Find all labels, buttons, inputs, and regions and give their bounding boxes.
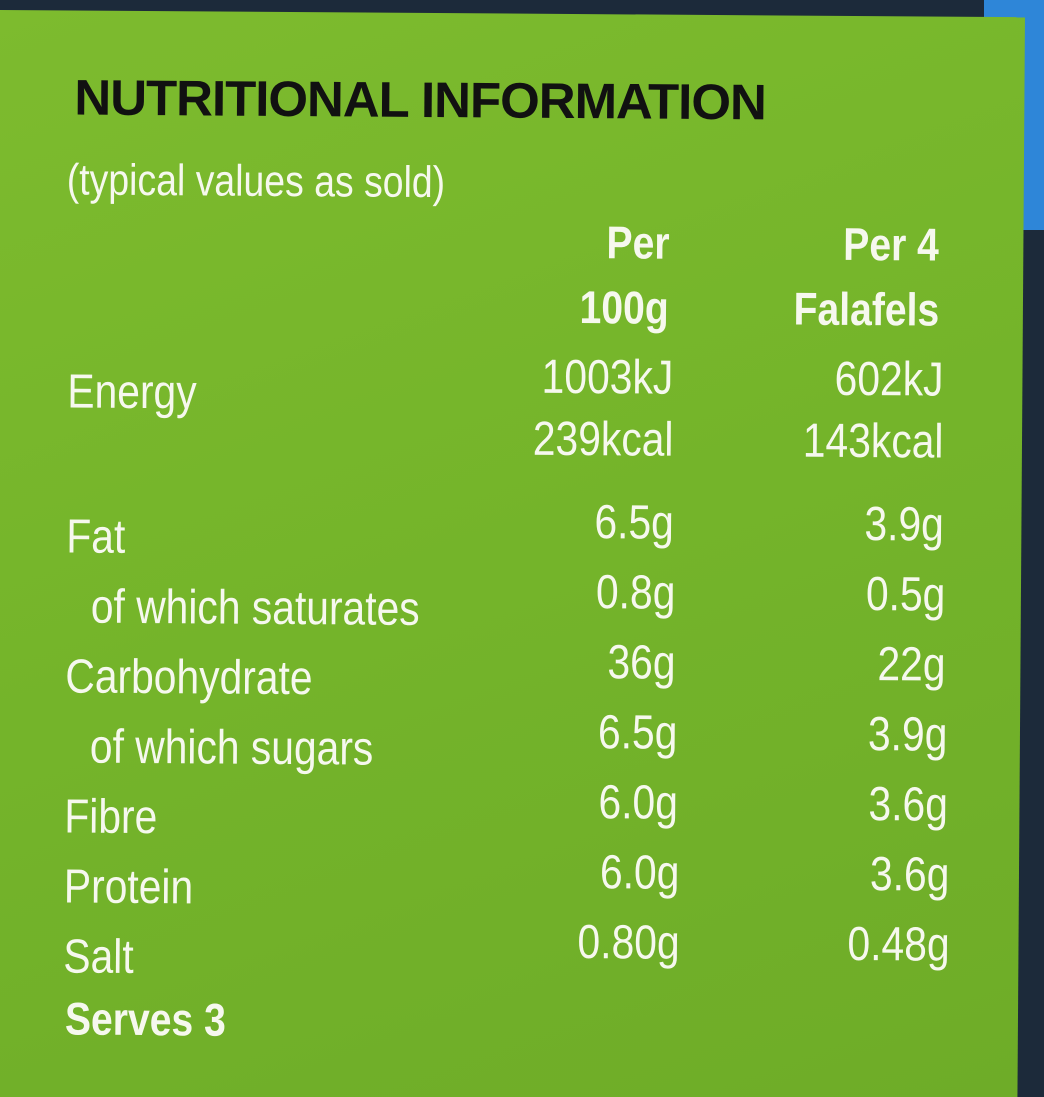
row-label: Carbohydrate (65, 650, 313, 706)
title: NUTRITIONAL INFORMATION (74, 69, 766, 131)
row-value: 239kcal (532, 412, 674, 467)
row-label: Protein (63, 860, 194, 915)
row-value: 0.5g (865, 568, 946, 622)
column-header: Per (606, 216, 670, 269)
row-value: 3.9g (867, 708, 948, 762)
row-label: of which sugars (89, 720, 374, 776)
row-value: 3.6g (868, 778, 949, 832)
row-value: 22g (877, 638, 947, 692)
row-label: Fat (66, 510, 126, 564)
row-label: Fibre (64, 790, 158, 845)
row-value: 3.6g (869, 848, 950, 902)
row-label: Energy (67, 365, 197, 420)
row-value: 0.8g (595, 566, 676, 620)
row-value: 36g (607, 636, 677, 690)
row-value: 0.80g (577, 916, 681, 970)
row-label: Salt (63, 930, 134, 984)
row-value: 6.5g (594, 496, 675, 550)
row-value: 6.0g (598, 776, 679, 830)
column-header: Falafels (793, 282, 940, 336)
footer: Serves 3 (64, 992, 227, 1046)
column-header: Per 4 (843, 217, 940, 271)
row-value: 1003kJ (541, 350, 674, 405)
subtitle: (typical values as sold) (66, 155, 446, 208)
column-header: 100g (579, 281, 670, 334)
row-value: 6.5g (597, 706, 678, 760)
row-value: 602kJ (834, 352, 944, 407)
row-value: 143kcal (802, 414, 944, 469)
row-value: 0.48g (847, 917, 951, 972)
row-label: of which saturates (90, 580, 420, 636)
row-value: 3.9g (864, 498, 945, 552)
nutrition-label: NUTRITIONAL INFORMATION (typical values … (0, 10, 1025, 1097)
row-value: 6.0g (599, 846, 680, 900)
